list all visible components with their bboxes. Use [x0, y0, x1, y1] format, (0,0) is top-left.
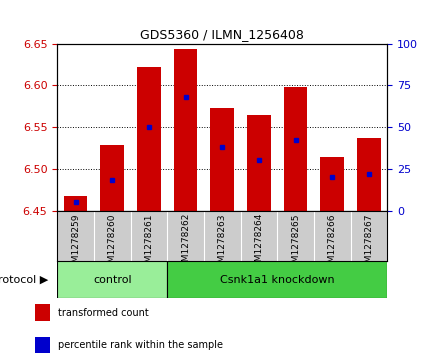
Text: GSM1278267: GSM1278267 [364, 213, 374, 274]
Bar [100, 146, 124, 211]
Text: GSM1278262: GSM1278262 [181, 213, 190, 273]
Bar [174, 49, 198, 211]
Title: GDS5360 / ILMN_1256408: GDS5360 / ILMN_1256408 [140, 28, 304, 41]
Text: GSM1278265: GSM1278265 [291, 213, 300, 274]
Text: GSM1278261: GSM1278261 [144, 213, 154, 274]
Bar [320, 157, 344, 211]
Text: GSM1278264: GSM1278264 [254, 213, 264, 273]
Text: transformed count: transformed count [58, 308, 148, 318]
Text: GSM1278266: GSM1278266 [328, 213, 337, 274]
Text: GSM1278259: GSM1278259 [71, 213, 80, 274]
Text: percentile rank within the sample: percentile rank within the sample [58, 340, 223, 350]
Bar [35, 304, 50, 321]
Text: GSM1278260: GSM1278260 [108, 213, 117, 274]
Text: Csnk1a1 knockdown: Csnk1a1 knockdown [220, 274, 334, 285]
Bar [210, 108, 234, 211]
Text: protocol ▶: protocol ▶ [0, 274, 48, 285]
Bar [57, 261, 167, 298]
Bar [247, 114, 271, 211]
Bar [284, 87, 308, 211]
Bar [357, 138, 381, 211]
Text: control: control [93, 274, 132, 285]
Text: GSM1278263: GSM1278263 [218, 213, 227, 274]
Bar [64, 196, 88, 211]
Bar [35, 337, 50, 353]
Bar [167, 261, 387, 298]
Bar [137, 67, 161, 211]
